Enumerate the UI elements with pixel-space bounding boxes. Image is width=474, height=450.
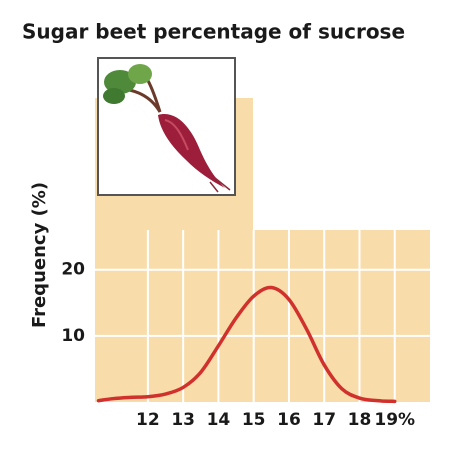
beet-illustration [97,57,236,196]
y-tick-label: 20 [61,260,85,280]
chart-title: Sugar beet percentage of sucrose [22,20,405,44]
x-tick-label: 14 [207,410,231,430]
y-tick-label: 10 [61,326,85,346]
data-line [96,285,397,404]
y-axis-label: Frequency (%) [29,182,50,328]
x-tick-label: 19% [374,410,415,430]
plot-background [95,230,430,402]
x-tick-label: 12 [136,410,160,430]
x-tick-label: 16 [277,410,301,430]
x-tick-label: 18 [348,410,372,430]
plot-area [95,230,430,404]
x-tick-label: 13 [171,410,195,430]
x-tick-label: 17 [312,410,336,430]
x-tick-label: 15 [242,410,266,430]
